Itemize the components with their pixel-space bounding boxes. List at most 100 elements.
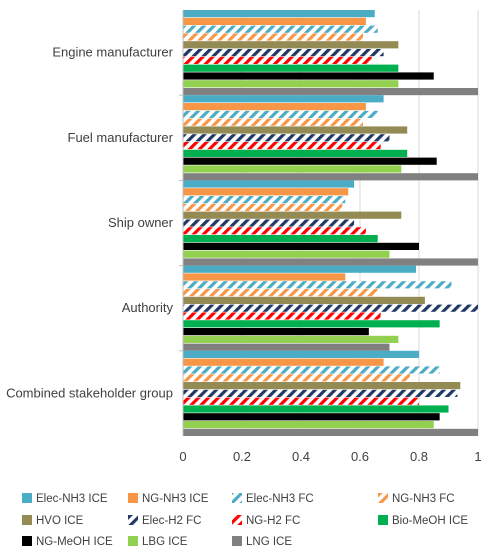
bar-ship-owner-elec-h2-fc xyxy=(183,219,355,227)
bar-combined-stakeholder-group-bio-meoh-ice xyxy=(183,405,449,413)
x-tick-labels: 0 0.2 0.4 0.6 0.8 1 xyxy=(179,449,481,464)
category-label-ship-owner: Ship owner xyxy=(108,215,174,230)
legend-label: NG-NH3 ICE xyxy=(142,493,209,505)
bar-authority-ng-nh3-ice xyxy=(183,273,346,281)
legend-label: NG-H2 FC xyxy=(246,515,300,527)
legend-item-ng-nh3-ice: NG-NH3 ICE xyxy=(128,493,209,505)
legend-swatch xyxy=(22,493,32,503)
legend-swatch xyxy=(128,493,138,503)
bar-engine-manufacturer-ng-nh3-ice xyxy=(183,17,366,25)
legend-swatch xyxy=(22,536,32,546)
bar-engine-manufacturer-elec-h2-fc xyxy=(183,49,384,57)
x-tick-label: 1 xyxy=(474,449,481,464)
bar-ship-owner-ng-nh3-ice xyxy=(183,188,349,196)
bar-authority-hvo-ice xyxy=(183,296,425,304)
bar-engine-manufacturer-lng-ice xyxy=(183,88,478,96)
bars xyxy=(183,10,478,436)
bar-combined-stakeholder-group-lbg-ice xyxy=(183,421,434,429)
bar-ship-owner-bio-meoh-ice xyxy=(183,235,378,243)
bar-authority-lbg-ice xyxy=(183,335,399,343)
legend-label: NG-MeOH ICE xyxy=(36,536,113,548)
bar-combined-stakeholder-group-ng-nh3-fc xyxy=(183,374,411,382)
legend-item-ng-h2-fc: NG-H2 FC xyxy=(232,515,300,527)
legend-label: LNG ICE xyxy=(246,536,292,548)
bar-fuel-manufacturer-lbg-ice xyxy=(183,165,402,173)
x-tick-label: 0.4 xyxy=(292,449,310,464)
x-tick-label: 0.8 xyxy=(410,449,428,464)
bar-fuel-manufacturer-bio-meoh-ice xyxy=(183,149,408,157)
legend-swatch xyxy=(232,493,242,503)
legend-item-ng-meoh-ice: NG-MeOH ICE xyxy=(22,536,113,548)
bar-ship-owner-lng-ice xyxy=(183,258,478,266)
bar-engine-manufacturer-ng-h2-fc xyxy=(183,56,372,64)
bar-ship-owner-lbg-ice xyxy=(183,250,390,258)
bar-authority-elec-h2-fc xyxy=(183,304,478,312)
legend-swatch xyxy=(378,493,388,503)
legend-item-elec-h2-fc: Elec-H2 FC xyxy=(128,515,201,527)
bar-fuel-manufacturer-hvo-ice xyxy=(183,126,408,134)
legend-label: Bio-MeOH ICE xyxy=(392,515,468,527)
legend-item-elec-nh3-ice: Elec-NH3 ICE xyxy=(22,493,108,505)
bar-engine-manufacturer-lbg-ice xyxy=(183,80,399,88)
bar-fuel-manufacturer-ng-meoh-ice xyxy=(183,157,437,165)
bar-engine-manufacturer-elec-nh3-ice xyxy=(183,10,375,18)
category-label-combined-stakeholder-group: Combined stakeholder group xyxy=(6,385,173,400)
legend-swatch xyxy=(128,536,138,546)
bar-combined-stakeholder-group-elec-nh3-ice xyxy=(183,350,419,358)
bar-engine-manufacturer-hvo-ice xyxy=(183,41,399,49)
x-tick-label: 0 xyxy=(179,449,186,464)
bar-combined-stakeholder-group-ng-nh3-ice xyxy=(183,358,384,366)
legend-swatch xyxy=(22,515,32,525)
bar-combined-stakeholder-group-ng-h2-fc xyxy=(183,397,419,405)
legend-item-elec-nh3-fc: Elec-NH3 FC xyxy=(232,493,314,505)
bar-fuel-manufacturer-ng-h2-fc xyxy=(183,142,381,150)
bar-fuel-manufacturer-ng-nh3-ice xyxy=(183,103,366,111)
legend-swatch xyxy=(232,536,242,546)
bar-ship-owner-elec-nh3-fc xyxy=(183,196,346,204)
legend-label: NG-NH3 FC xyxy=(392,493,455,505)
legend-label: Elec-NH3 FC xyxy=(246,493,314,505)
bar-authority-ng-h2-fc xyxy=(183,312,381,320)
bar-ship-owner-hvo-ice xyxy=(183,211,402,219)
bar-combined-stakeholder-group-lng-ice xyxy=(183,428,478,436)
bar-authority-bio-meoh-ice xyxy=(183,320,440,328)
bar-authority-ng-nh3-fc xyxy=(183,289,378,297)
legend-item-lng-ice: LNG ICE xyxy=(232,536,292,548)
bar-fuel-manufacturer-elec-nh3-ice xyxy=(183,95,384,103)
legend-label: Elec-H2 FC xyxy=(142,515,201,527)
legend-item-lbg-ice: LBG ICE xyxy=(128,536,188,548)
bar-combined-stakeholder-group-hvo-ice xyxy=(183,382,461,390)
bar-combined-stakeholder-group-elec-nh3-fc xyxy=(183,366,440,374)
bar-ship-owner-ng-meoh-ice xyxy=(183,242,419,250)
bar-ship-owner-elec-nh3-ice xyxy=(183,180,355,188)
bar-fuel-manufacturer-elec-nh3-fc xyxy=(183,110,378,118)
bar-engine-manufacturer-elec-nh3-fc xyxy=(183,25,378,33)
legend-item-bio-meoh-ice: Bio-MeOH ICE xyxy=(378,515,468,527)
bar-fuel-manufacturer-ng-nh3-fc xyxy=(183,118,363,126)
x-tick-label: 0.6 xyxy=(351,449,369,464)
bar-authority-elec-nh3-ice xyxy=(183,265,417,273)
legend-swatch xyxy=(232,515,242,525)
axes xyxy=(179,10,184,436)
legend-item-ng-nh3-fc: NG-NH3 FC xyxy=(378,493,455,505)
legend-label: LBG ICE xyxy=(142,536,188,548)
category-label-fuel-manufacturer: Fuel manufacturer xyxy=(68,130,174,145)
category-label-authority: Authority xyxy=(122,300,174,315)
bar-engine-manufacturer-bio-meoh-ice xyxy=(183,64,399,72)
bar-combined-stakeholder-group-elec-h2-fc xyxy=(183,389,458,397)
bar-authority-lng-ice xyxy=(183,343,390,351)
legend-swatch xyxy=(378,515,388,525)
bar-fuel-manufacturer-lng-ice xyxy=(183,173,478,181)
bar-engine-manufacturer-ng-nh3-fc xyxy=(183,33,363,41)
bar-ship-owner-ng-nh3-fc xyxy=(183,203,343,211)
bar-combined-stakeholder-group-ng-meoh-ice xyxy=(183,413,440,421)
legend: Elec-NH3 ICE NG-NH3 ICE Elec-NH3 FC NG-NH3 … xyxy=(22,493,468,548)
category-label-engine-manufacturer: Engine manufacturer xyxy=(52,45,173,60)
legend-swatch xyxy=(128,515,138,525)
bar-authority-elec-nh3-fc xyxy=(183,281,452,289)
x-tick-label: 0.2 xyxy=(233,449,251,464)
bar-authority-ng-meoh-ice xyxy=(183,328,369,336)
legend-label: Elec-NH3 ICE xyxy=(36,493,108,505)
bar-engine-manufacturer-ng-meoh-ice xyxy=(183,72,434,80)
